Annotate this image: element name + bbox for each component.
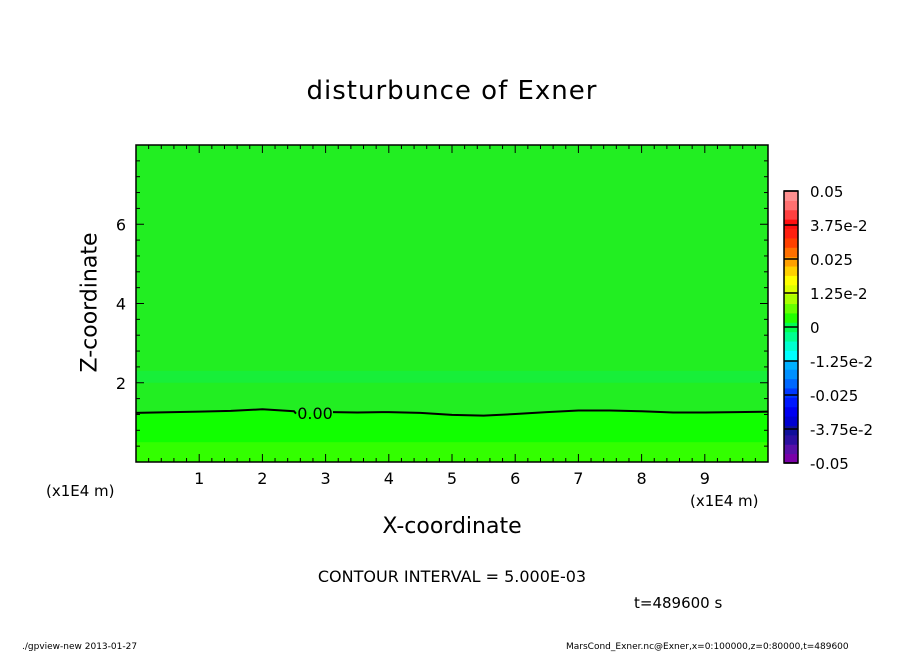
- colorbar-swatch: [784, 331, 798, 342]
- contour-interval: CONTOUR INTERVAL = 5.000E-03: [317, 567, 587, 586]
- colorbar-swatch: [784, 359, 798, 370]
- colorbar-label: 1.25e-2: [810, 285, 868, 303]
- colorbar-label: 0.05: [810, 183, 843, 201]
- colorbar-label: -3.75e-2: [810, 421, 873, 439]
- colorbar-swatch: [784, 209, 798, 220]
- colorbar-swatch: [784, 378, 798, 389]
- x-unit-label: (x1E4 m): [690, 492, 759, 510]
- colorbar-swatch: [784, 341, 798, 351]
- colorbar-label: -0.05: [810, 455, 849, 473]
- colorbar-swatch: [784, 350, 798, 361]
- colorbar-label: -0.025: [810, 387, 858, 405]
- colorbar-swatch: [784, 284, 798, 295]
- colorbar-swatch: [784, 247, 798, 258]
- colorbar-swatch: [784, 294, 798, 305]
- colorbar-swatch: [784, 425, 798, 436]
- band-faint: [136, 370, 768, 383]
- colorbar-swatch: [784, 256, 798, 267]
- colorbar-swatch: [784, 444, 798, 455]
- y-tick-label: 6: [116, 215, 126, 234]
- colorbar-swatch: [784, 237, 798, 248]
- y-unit-label: (x1E4 m): [46, 482, 115, 500]
- colorbar-swatch: [784, 228, 798, 239]
- colorbar-swatch: [784, 434, 798, 445]
- x-tick-label: 1: [194, 469, 204, 488]
- colorbar-swatch: [784, 453, 798, 464]
- chart-title: disturbunce of Exner: [306, 76, 598, 106]
- colorbar-swatch: [784, 219, 798, 230]
- x-tick-label: 5: [447, 469, 457, 488]
- colorbar-label: 3.75e-2: [810, 217, 868, 235]
- colorbar-swatch: [784, 191, 798, 201]
- y-tick-label: 2: [116, 374, 126, 393]
- x-tick-label: 2: [257, 469, 267, 488]
- footer-left: ./gpview-new 2013-01-27: [22, 642, 138, 652]
- band-lower: [136, 442, 768, 462]
- colorbar-swatch: [784, 200, 798, 211]
- colorbar-swatch: [784, 312, 798, 323]
- x-tick-label: 4: [384, 469, 394, 488]
- colorbar-swatch: [784, 266, 798, 276]
- time-label: t=489600 s: [634, 594, 723, 612]
- zero-contour-line: [332, 409, 769, 417]
- x-tick-label: 3: [321, 469, 331, 488]
- colorbar-label: 0: [810, 319, 820, 337]
- footer-right: MarsCond_Exner.nc@Exner,x=0:100000,z=0:8…: [566, 642, 849, 652]
- x-axis-label: X-coordinate: [382, 514, 522, 539]
- x-tick-label: 8: [637, 469, 647, 488]
- colorbar-label: 0.025: [810, 251, 853, 269]
- x-tick-label: 6: [510, 469, 520, 488]
- colorbar-swatch: [784, 397, 798, 408]
- zero-contour-line: [135, 408, 297, 415]
- x-tick-label: 7: [573, 469, 583, 488]
- colorbar-swatch: [784, 406, 798, 417]
- colorbar-swatch: [784, 416, 798, 426]
- x-tick-label: 9: [700, 469, 710, 488]
- contour-label: 0.00: [297, 404, 333, 423]
- band-upper: [136, 145, 768, 462]
- colorbar-swatch: [784, 369, 798, 380]
- colorbar-swatch: [784, 303, 798, 314]
- colorbar-label: -1.25e-2: [810, 353, 873, 371]
- colorbar-swatch: [784, 387, 798, 398]
- y-tick-label: 4: [116, 295, 126, 314]
- colorbar-swatch: [784, 275, 798, 286]
